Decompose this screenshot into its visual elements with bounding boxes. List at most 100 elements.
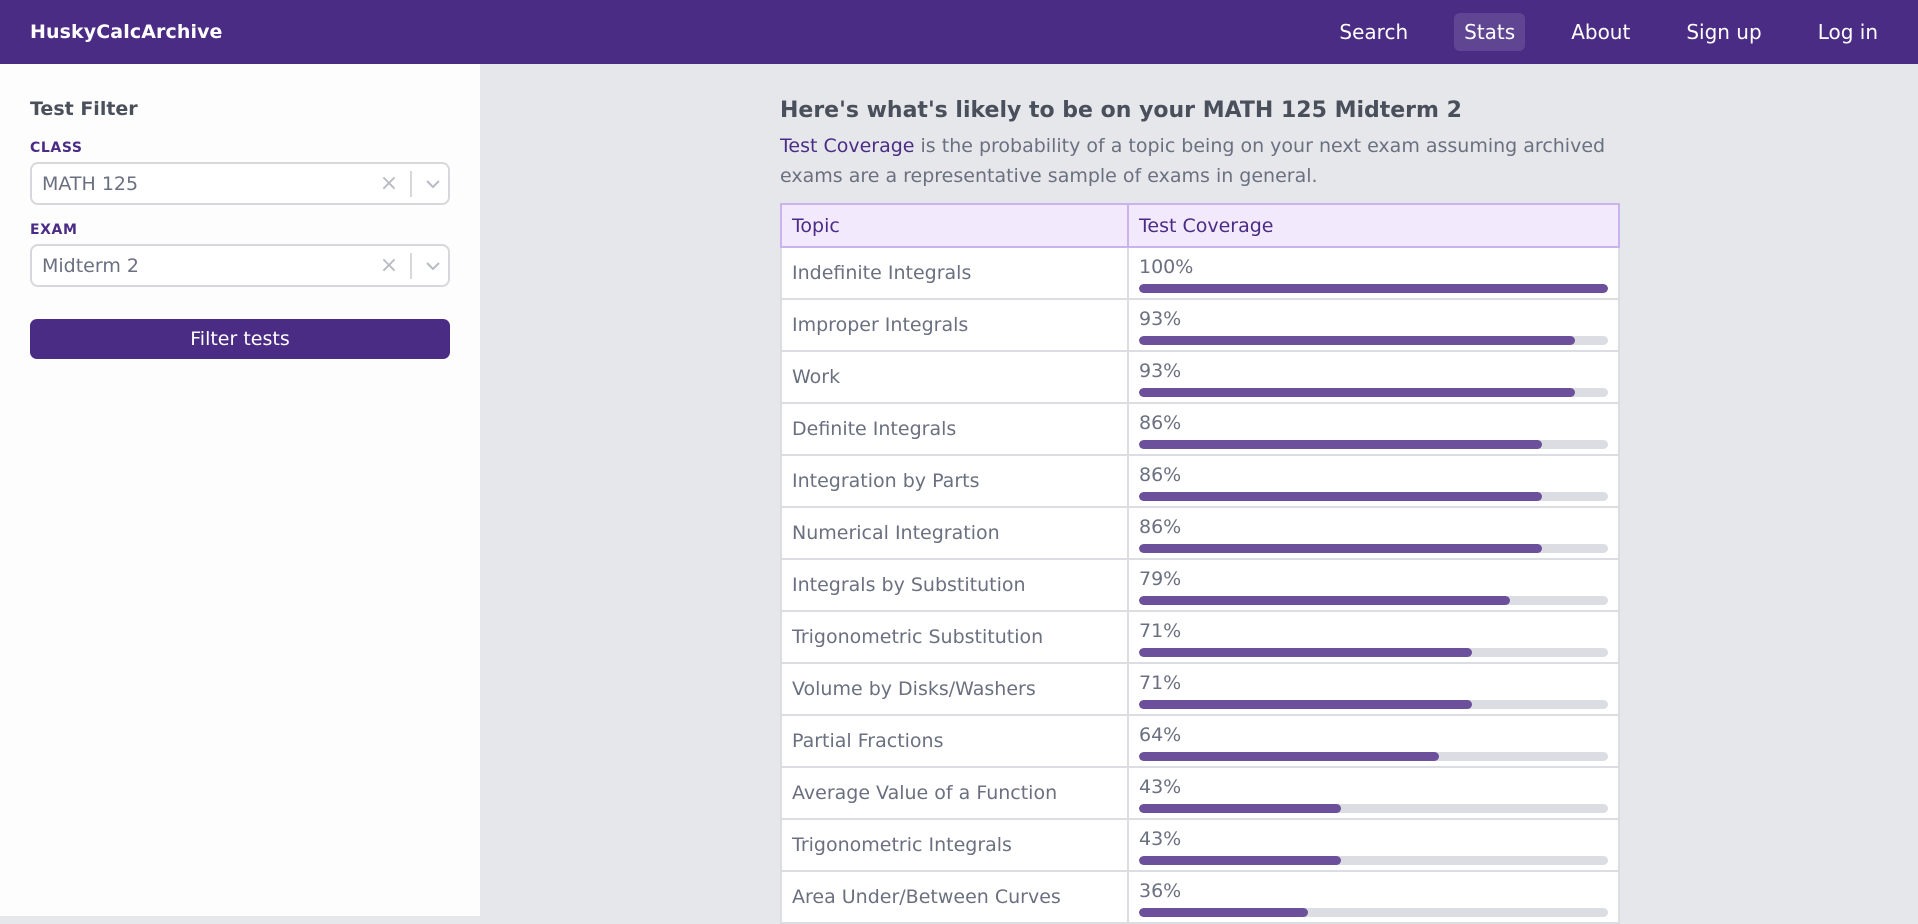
filter-tests-button[interactable]: Filter tests [30, 319, 450, 359]
class-select[interactable]: MATH 125 × [30, 162, 450, 205]
main-content: Here's what's likely to be on your MATH … [780, 64, 1620, 924]
table-row: Average Value of a Function 43% [780, 766, 1620, 820]
coverage-cell: 43% [1127, 766, 1620, 820]
select-separator [410, 170, 412, 197]
column-header-topic: Topic [780, 203, 1129, 248]
filter-title: Test Filter [30, 98, 138, 120]
chevron-down-icon[interactable] [418, 169, 448, 199]
topic-cell: Numerical Integration [780, 506, 1129, 560]
nav-link-stats[interactable]: Stats [1454, 13, 1526, 51]
nav-link-sign-up[interactable]: Sign up [1686, 20, 1762, 44]
close-icon[interactable]: × [379, 252, 399, 278]
coverage-bar-fill [1139, 648, 1472, 657]
coverage-bar-track [1139, 804, 1608, 813]
coverage-percent: 43% [1139, 776, 1182, 798]
table-row: Partial Fractions 64% [780, 714, 1620, 768]
topic-cell: Trigonometric Substitution [780, 610, 1129, 664]
coverage-bar-fill [1139, 752, 1440, 761]
topic-cell: Volume by Disks/Washers [780, 662, 1129, 716]
test-coverage-term: Test Coverage [780, 135, 915, 157]
coverage-description: Test Coverage is the probability of a to… [780, 131, 1620, 191]
select-separator [410, 252, 412, 279]
coverage-percent: 100% [1139, 256, 1194, 278]
coverage-bar-track [1139, 388, 1608, 397]
topic-cell: Work [780, 350, 1129, 404]
coverage-bar-track [1139, 856, 1608, 865]
coverage-bar-fill [1139, 284, 1608, 293]
nav-links: Search Stats About Sign up Log in [1315, 0, 1888, 64]
coverage-percent: 93% [1139, 360, 1182, 382]
coverage-rows: Indefinite Integrals 100% Improper Integra… [780, 246, 1620, 924]
coverage-percent: 86% [1139, 464, 1182, 486]
coverage-bar-fill [1139, 700, 1472, 709]
exam-select[interactable]: Midterm 2 × [30, 244, 450, 287]
coverage-cell: 86% [1127, 402, 1620, 456]
table-row: Definite Integrals 86% [780, 402, 1620, 456]
class-select-value: MATH 125 [42, 172, 139, 195]
coverage-table: Topic Test Coverage Indefinite Integrals… [780, 203, 1620, 924]
coverage-bar-track [1139, 336, 1608, 345]
coverage-cell: 43% [1127, 818, 1620, 872]
chevron-down-icon[interactable] [418, 251, 448, 281]
page-title: Here's what's likely to be on your MATH … [780, 98, 1462, 123]
coverage-cell: 93% [1127, 350, 1620, 404]
coverage-bar-fill [1139, 492, 1543, 501]
coverage-bar-fill [1139, 336, 1576, 345]
topic-cell: Improper Integrals [780, 298, 1129, 352]
exam-select-value: Midterm 2 [42, 254, 139, 277]
coverage-bar-track [1139, 908, 1608, 917]
coverage-cell: 86% [1127, 506, 1620, 560]
coverage-bar-track [1139, 284, 1608, 293]
coverage-bar-fill [1139, 388, 1576, 397]
coverage-percent: 43% [1139, 828, 1182, 850]
coverage-cell: 100% [1127, 246, 1620, 300]
exam-label: EXAM [30, 222, 78, 238]
coverage-bar-track [1139, 752, 1608, 761]
table-row: Area Under/Between Curves 36% [780, 870, 1620, 924]
topic-cell: Integration by Parts [780, 454, 1129, 508]
coverage-percent: 79% [1139, 568, 1182, 590]
nav-link-search[interactable]: Search [1339, 20, 1409, 44]
topic-cell: Definite Integrals [780, 402, 1129, 456]
topic-cell: Indefinite Integrals [780, 246, 1129, 300]
coverage-cell: 71% [1127, 610, 1620, 664]
table-row: Numerical Integration 86% [780, 506, 1620, 560]
table-row: Improper Integrals 93% [780, 298, 1620, 352]
coverage-percent: 71% [1139, 620, 1182, 642]
coverage-bar-fill [1139, 908, 1308, 917]
coverage-cell: 36% [1127, 870, 1620, 924]
topic-cell: Average Value of a Function [780, 766, 1129, 820]
topic-cell: Trigonometric Integrals [780, 818, 1129, 872]
nav-link-about[interactable]: About [1571, 20, 1631, 44]
coverage-bar-fill [1139, 596, 1510, 605]
coverage-cell: 64% [1127, 714, 1620, 768]
topic-cell: Partial Fractions [780, 714, 1129, 768]
close-icon[interactable]: × [379, 170, 399, 196]
description-text: is the probability of a topic being on y… [780, 135, 1606, 187]
table-row: Integration by Parts 86% [780, 454, 1620, 508]
table-row: Work 93% [780, 350, 1620, 404]
nav-link-log-in[interactable]: Log in [1817, 20, 1878, 44]
coverage-cell: 79% [1127, 558, 1620, 612]
table-row: Trigonometric Integrals 43% [780, 818, 1620, 872]
coverage-bar-fill [1139, 856, 1341, 865]
table-row: Integrals by Substitution 79% [780, 558, 1620, 612]
coverage-percent: 86% [1139, 516, 1182, 538]
coverage-cell: 93% [1127, 298, 1620, 352]
coverage-bar-track [1139, 492, 1608, 501]
coverage-bar-fill [1139, 440, 1543, 449]
topic-cell: Area Under/Between Curves [780, 870, 1129, 924]
coverage-bar-track [1139, 440, 1608, 449]
coverage-bar-track [1139, 596, 1608, 605]
coverage-cell: 86% [1127, 454, 1620, 508]
coverage-percent: 36% [1139, 880, 1182, 902]
coverage-bar-track [1139, 648, 1608, 657]
coverage-cell: 71% [1127, 662, 1620, 716]
table-row: Volume by Disks/Washers 71% [780, 662, 1620, 716]
table-row: Trigonometric Substitution 71% [780, 610, 1620, 664]
coverage-bar-track [1139, 544, 1608, 553]
coverage-bar-fill [1139, 544, 1543, 553]
top-navbar: HuskyCalcArchive Search Stats About Sign… [0, 0, 1918, 64]
table-header-row: Topic Test Coverage [780, 203, 1620, 248]
brand-logo[interactable]: HuskyCalcArchive [30, 21, 223, 43]
